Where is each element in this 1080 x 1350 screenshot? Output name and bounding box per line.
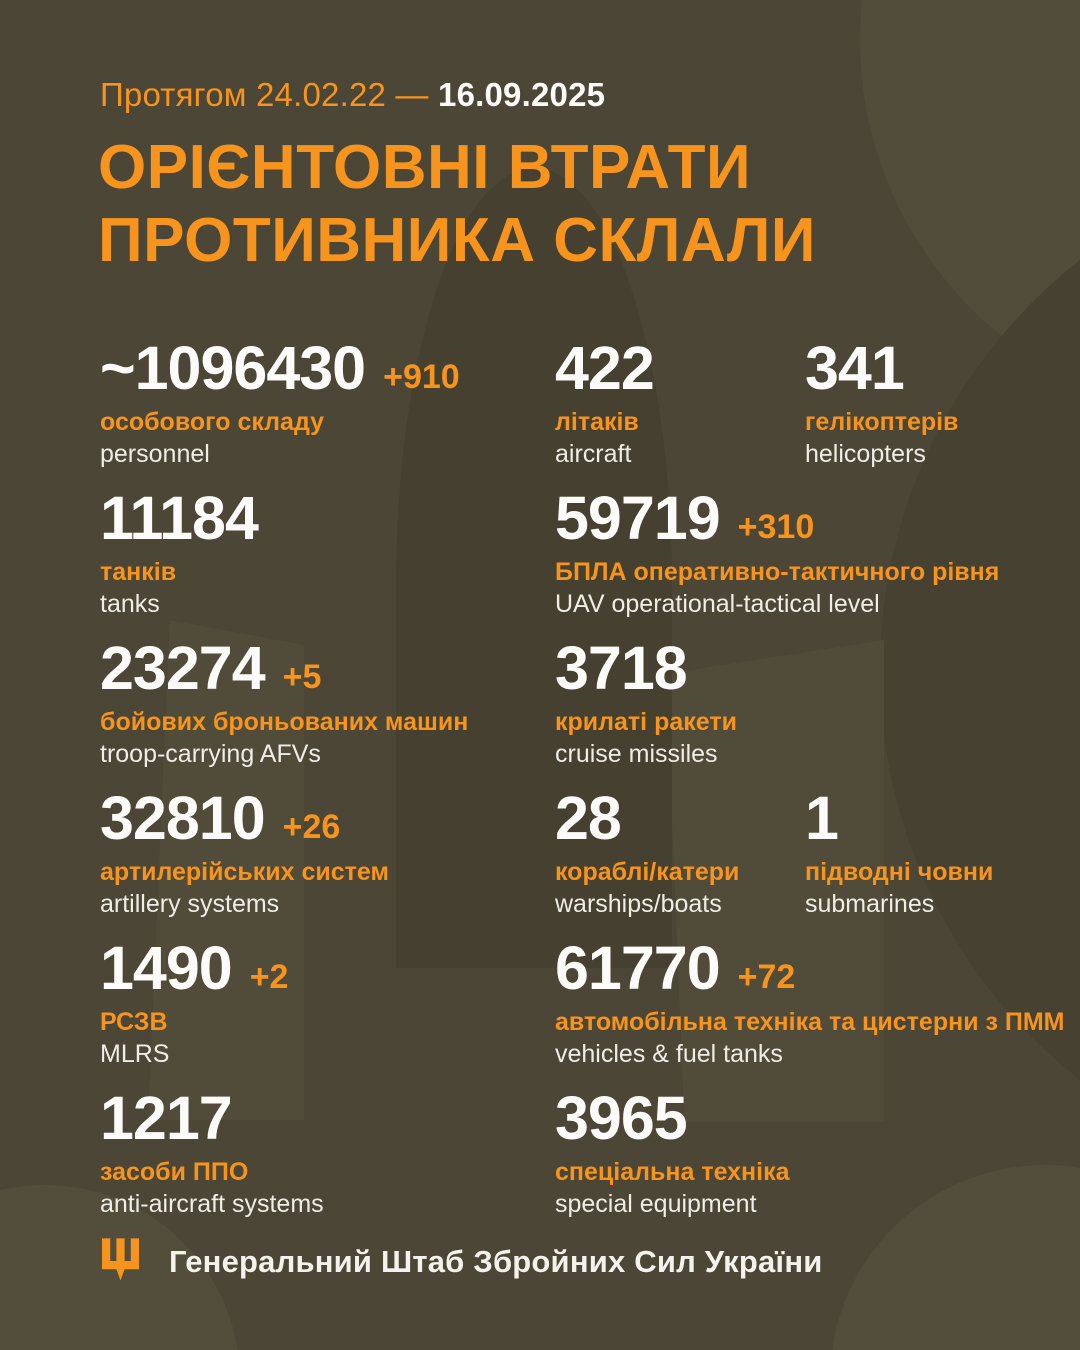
- stat-label-en: submarines: [805, 889, 935, 918]
- stat-label-en: aircraft: [555, 439, 632, 468]
- stat-delta: +5: [282, 658, 322, 696]
- stat-value: 59719: [555, 484, 721, 552]
- stat-label-ua: літаків: [555, 408, 639, 436]
- stat-value: 1217: [100, 1084, 233, 1152]
- stat-label-ua: спеціальна техніка: [555, 1158, 790, 1186]
- stat-number-row: 422: [555, 334, 655, 402]
- stat-label-en: vehicles & fuel tanks: [555, 1039, 783, 1068]
- stat-delta: +2: [249, 958, 289, 996]
- stat-delta: +26: [282, 808, 341, 846]
- stat-value: 341: [805, 334, 905, 402]
- stat-label-ua: засоби ППО: [100, 1158, 249, 1186]
- period-prefix: Протягом 24.02.22 —: [100, 76, 429, 113]
- stat-label-ua: крилаті ракети: [555, 708, 737, 736]
- stat-afv: 23274 +5 бойових броньованих машин troop…: [100, 638, 468, 769]
- stat-label-en: troop-carrying AFVs: [100, 739, 321, 768]
- report-date: 16.09.2025: [438, 76, 606, 113]
- stat-cruise-missiles: 3718 крилаті ракети cruise missiles: [555, 638, 737, 769]
- stat-aircraft: 422 літаків aircraft: [555, 334, 655, 469]
- stat-number-row: 28: [555, 788, 739, 849]
- stat-number-row: 1: [805, 788, 993, 849]
- stat-value: 32810: [100, 784, 266, 852]
- bg-circle-bottom-right: [830, 1165, 1080, 1350]
- stat-warships: 28 кораблі/катери warships/boats: [555, 788, 739, 919]
- stat-number-row: 61770 +72: [555, 938, 1065, 999]
- stat-personnel: ~1096430 +910 особового складу personnel: [100, 338, 460, 469]
- stat-anti-aircraft: 1217 засоби ППО anti-aircraft systems: [100, 1088, 324, 1219]
- stat-label-ua: РСЗВ: [100, 1008, 168, 1036]
- stat-label-ua: автомобільна техніка та цистерни з ПММ: [555, 1008, 1065, 1036]
- stat-label-ua: БПЛА оперативно-тактичного рівня: [555, 558, 1000, 586]
- stat-number-row: 3965: [555, 1088, 790, 1149]
- stat-label-ua: особового складу: [100, 408, 325, 436]
- page-title: ОРІЄНТОВНІ ВТРАТИ ПРОТИВНИКА СКЛАЛИ: [98, 132, 816, 277]
- stat-delta: +72: [737, 958, 796, 996]
- stat-delta: +910: [383, 358, 460, 396]
- stat-number-row: 23274 +5: [100, 638, 468, 699]
- stat-number-row: 1490 +2: [100, 938, 288, 999]
- stat-label-en: cruise missiles: [555, 739, 718, 768]
- stat-label-ua: бойових броньованих машин: [100, 708, 469, 736]
- stat-label-en: special equipment: [555, 1189, 757, 1218]
- title-line-1: ОРІЄНТОВНІ ВТРАТИ: [98, 133, 752, 202]
- stat-value: 28: [555, 784, 622, 852]
- stat-label-en: helicopters: [805, 439, 926, 468]
- report-period: Протягом 24.02.22 — 16.09.2025: [100, 76, 605, 114]
- stat-label-ua: підводні човни: [805, 858, 994, 886]
- stat-value: 3965: [555, 1084, 688, 1152]
- stat-uav: 59719 +310 БПЛА оперативно-тактичного рі…: [555, 488, 999, 619]
- stat-mlrs: 1490 +2 РСЗВ MLRS: [100, 938, 288, 1069]
- stat-number-row: 3718: [555, 638, 737, 699]
- stat-vehicles-fuel: 61770 +72 автомобільна техніка та цистер…: [555, 938, 1065, 1069]
- stat-value: 422: [555, 334, 655, 402]
- stat-number-row: 11184: [100, 484, 259, 552]
- stat-submarines: 1 підводні човни submarines: [805, 788, 993, 919]
- footer-attribution: Генеральний Штаб Збройних Сил України: [102, 1238, 823, 1286]
- stat-number-row: 32810 +26: [100, 788, 389, 849]
- stat-label-en: UAV operational-tactical level: [555, 589, 880, 618]
- stat-number-row: 1217: [100, 1088, 324, 1149]
- stat-helicopters: 341 гелікоптерів helicopters: [805, 338, 958, 469]
- stat-number-row: 59719 +310: [555, 488, 999, 549]
- stat-label-ua: артилерійських систем: [100, 858, 389, 886]
- stat-delta: +310: [737, 508, 815, 546]
- stat-number-row: ~1096430 +910: [100, 338, 460, 399]
- footer-source: Генеральний Штаб Збройних Сил України: [169, 1244, 823, 1279]
- stat-label-en: MLRS: [100, 1039, 170, 1068]
- stat-value: 1490: [100, 934, 233, 1002]
- stat-value: 1: [805, 784, 839, 852]
- stat-label-ua: танків: [100, 558, 177, 586]
- stat-special-equipment: 3965 спеціальна техніка special equipmen…: [555, 1088, 790, 1219]
- stat-label-en: tanks: [100, 589, 160, 618]
- stat-value: 3718: [555, 634, 688, 702]
- stat-artillery: 32810 +26 артилерійських систем artiller…: [100, 788, 389, 919]
- stat-label-ua: кораблі/катери: [555, 858, 740, 886]
- stat-label-en: artillery systems: [100, 889, 280, 918]
- stat-value: 11184: [100, 484, 259, 552]
- stat-value: 61770: [555, 934, 721, 1002]
- stat-label-en: anti-aircraft systems: [100, 1189, 324, 1218]
- stat-tanks: 11184 танків tanks: [100, 484, 259, 619]
- stat-label-ua: гелікоптерів: [805, 408, 959, 436]
- stat-value: ~1096430: [100, 334, 366, 402]
- stat-number-row: 341: [805, 338, 958, 399]
- stat-label-en: personnel: [100, 439, 210, 468]
- trident-icon: [102, 1238, 139, 1281]
- stat-value: 23274: [100, 634, 266, 702]
- title-line-2: ПРОТИВНИКА СКЛАЛИ: [98, 205, 816, 275]
- stat-label-en: warships/boats: [555, 889, 722, 918]
